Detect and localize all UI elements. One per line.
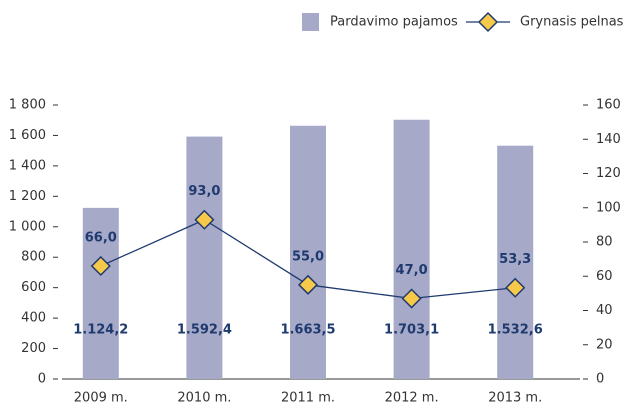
y-tick-label: 1 000 — [9, 219, 46, 234]
x-tick-label: 2012 m. — [385, 391, 439, 406]
marker — [297, 274, 319, 295]
legend-label: Grynasis pelnas — [520, 15, 624, 30]
data-label: 55,0 — [292, 249, 324, 264]
y-tick-label: 1 600 — [9, 128, 46, 143]
bar — [290, 125, 326, 379]
y2-tick-label: 100 — [596, 200, 621, 215]
bar — [393, 119, 430, 379]
y-tick-label: 800 — [21, 250, 46, 265]
marker — [505, 277, 526, 298]
marker — [194, 209, 215, 230]
y-tick-label: 1 800 — [9, 98, 46, 113]
legend-marker — [477, 11, 499, 33]
y2-tick-label: 80 — [596, 235, 613, 250]
y-tick-label: 1 400 — [9, 158, 46, 173]
data-label: 93,0 — [188, 184, 220, 199]
data-label: 53,3 — [499, 252, 531, 267]
x-tick-label: 2013 m. — [488, 391, 542, 406]
y2-tick-label: 0 — [596, 372, 604, 387]
legend-swatch — [302, 13, 319, 31]
data-label: 1.663,5 — [280, 323, 335, 338]
y2-tick-label: 160 — [596, 98, 621, 113]
marker — [90, 255, 111, 277]
data-label: 1.703,1 — [384, 323, 439, 338]
data-label: 1.532,6 — [488, 323, 543, 338]
y-tick-label: 400 — [21, 311, 46, 326]
y-tick-label: 0 — [38, 372, 46, 387]
data-label: 1.592,4 — [177, 323, 232, 338]
y2-tick-label: 40 — [596, 303, 613, 318]
y2-tick-label: 60 — [596, 269, 613, 284]
bar — [82, 207, 119, 379]
bar — [497, 145, 534, 379]
y2-tick-label: 140 — [596, 132, 621, 147]
y-tick-label: 1 200 — [9, 189, 46, 204]
x-tick-label: 2009 m. — [74, 391, 128, 406]
y2-tick-label: 20 — [596, 337, 613, 352]
y-tick-label: 200 — [21, 341, 46, 356]
y-tick-label: 600 — [21, 280, 46, 295]
data-label: 47,0 — [396, 263, 428, 278]
x-tick-label: 2010 m. — [177, 391, 231, 406]
x-tick-label: 2011 m. — [281, 391, 335, 406]
legend-label: Pardavimo pajamos — [330, 15, 458, 30]
bar — [186, 136, 223, 379]
y2-tick-label: 120 — [596, 166, 621, 181]
marker — [401, 288, 422, 309]
data-label: 66,0 — [85, 230, 117, 245]
data-label: 1.124,2 — [73, 323, 128, 338]
